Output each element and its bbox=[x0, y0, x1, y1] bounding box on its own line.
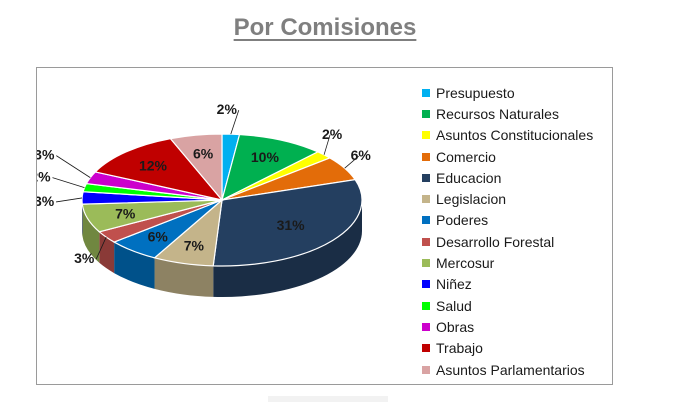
legend-label: Legislacion bbox=[436, 191, 507, 208]
legend-item: Niñez bbox=[422, 274, 593, 295]
legend-label: Asuntos Constitucionales bbox=[436, 127, 594, 144]
legend-item: Asuntos Parlamentarios bbox=[422, 359, 593, 380]
legend-swatch bbox=[422, 216, 430, 225]
legend-label: Obras bbox=[436, 318, 475, 335]
leader-line bbox=[230, 110, 240, 135]
legend-swatch bbox=[422, 365, 430, 374]
pie-side-desarrollo-forestal bbox=[99, 231, 115, 274]
legend-label: Asuntos Parlamentarios bbox=[436, 361, 585, 378]
leader-line bbox=[56, 197, 83, 203]
legend-swatch bbox=[422, 322, 430, 331]
legend-swatch bbox=[422, 301, 430, 310]
chart-area: 2% 10% 2% 6% 31% 7% 6% 3% 7% 3% 2% 3% 12% 6% Presupue… bbox=[36, 67, 613, 385]
legend-item: Legislacion bbox=[422, 188, 593, 209]
legend-label: Poderes bbox=[436, 212, 489, 229]
legend-label: Desarrollo Forestal bbox=[436, 233, 555, 250]
data-label: 3% bbox=[37, 147, 55, 163]
legend-label: Mercosur bbox=[436, 255, 495, 272]
legend-item: Recursos Naturales bbox=[422, 103, 593, 124]
pie-slice-trabajo[interactable] bbox=[94, 137, 224, 201]
legend-item: Comercio bbox=[422, 146, 593, 167]
legend-label: Comercio bbox=[436, 148, 496, 165]
pie-side-mercosur bbox=[82, 204, 100, 263]
legend-label: Recursos Naturales bbox=[436, 105, 559, 122]
data-label: 6% bbox=[148, 229, 169, 245]
legend-swatch bbox=[422, 195, 430, 204]
data-label: 7% bbox=[184, 238, 205, 254]
data-label: 3% bbox=[37, 193, 55, 209]
data-label: 31% bbox=[277, 217, 306, 233]
data-label: 2% bbox=[322, 126, 343, 142]
leader-line bbox=[56, 155, 91, 178]
legend-item: Asuntos Constitucionales bbox=[422, 125, 593, 146]
leader-line bbox=[323, 134, 331, 155]
pie-side-educacion bbox=[213, 200, 362, 297]
legend-swatch bbox=[422, 152, 430, 161]
data-label: 6% bbox=[193, 145, 214, 161]
legend-item: Trabajo bbox=[422, 338, 593, 359]
legend-item: Presupuesto bbox=[422, 82, 593, 103]
legend-item: Educacion bbox=[422, 167, 593, 188]
leader-line bbox=[344, 155, 359, 169]
data-label: 10% bbox=[251, 149, 280, 165]
chart-legend: Presupuesto Recursos Naturales Asuntos Con… bbox=[422, 82, 593, 380]
legend-swatch bbox=[422, 173, 430, 182]
pie-side-legislacion bbox=[154, 257, 214, 297]
legend-swatch bbox=[422, 259, 430, 268]
legend-swatch bbox=[422, 344, 430, 353]
legend-item: Mercosur bbox=[422, 252, 593, 273]
legend-item: Poderes bbox=[422, 210, 593, 231]
pie-side-poderes bbox=[114, 242, 155, 289]
pie-slice-recursos-naturales[interactable] bbox=[221, 133, 320, 202]
pie-slice-asuntos-parlamentarios[interactable] bbox=[169, 133, 223, 202]
data-label: 2% bbox=[217, 101, 238, 117]
data-label: 3% bbox=[74, 250, 95, 266]
pie-chart: 2% 10% 2% 6% 31% 7% 6% 3% 7% 3% 2% 3% 12% 6% bbox=[37, 101, 372, 297]
legend-swatch bbox=[422, 88, 430, 97]
legend-item: Salud bbox=[422, 295, 593, 316]
legend-item: Desarrollo Forestal bbox=[422, 231, 593, 252]
data-label: 6% bbox=[351, 147, 372, 163]
data-label: 12% bbox=[139, 157, 168, 173]
legend-label: Niñez bbox=[436, 276, 472, 293]
legend-swatch bbox=[422, 237, 430, 246]
legend-label: Trabajo bbox=[436, 340, 483, 357]
data-label: 7% bbox=[115, 205, 136, 221]
bottom-tab bbox=[268, 396, 388, 402]
legend-label: Educacion bbox=[436, 169, 502, 186]
data-label: 2% bbox=[37, 169, 51, 185]
pie-slice-educacion[interactable] bbox=[212, 178, 363, 267]
page-title: Por Comisiones bbox=[233, 14, 417, 41]
legend-swatch bbox=[422, 280, 430, 289]
leader-line bbox=[95, 236, 107, 260]
legend-label: Presupuesto bbox=[436, 84, 515, 101]
legend-swatch bbox=[422, 109, 430, 118]
leader-line bbox=[52, 177, 85, 189]
legend-swatch bbox=[422, 131, 430, 140]
legend-label: Salud bbox=[436, 297, 472, 314]
legend-item: Obras bbox=[422, 316, 593, 337]
